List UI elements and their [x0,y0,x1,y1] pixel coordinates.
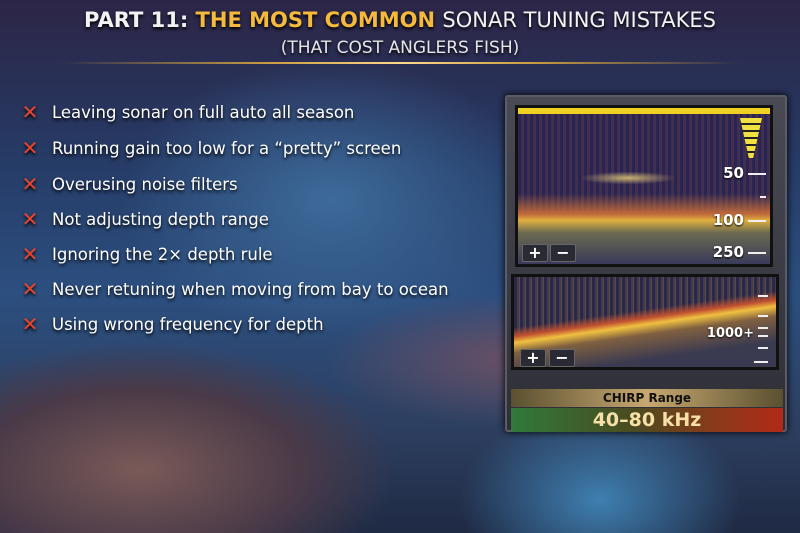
depth-label: 1000+ [706,326,754,341]
depth-label: 250 [712,243,744,261]
x-mark-icon: ✕ [21,312,39,336]
list-item-text: Leaving sonar on full auto all season [52,102,355,122]
transducer-cone-icon [740,118,762,158]
depth-tick [758,347,768,349]
title-prefix: PART 11: [84,8,189,32]
chirp-range-label: CHIRP Range [511,389,783,407]
depth-tick [760,196,766,198]
chirp-range-value: 40–80 kHz [511,408,783,432]
list-item: ✕ Using wrong frequency for depth [20,312,324,336]
x-mark-icon: ✕ [21,207,39,231]
depth-tick [748,252,766,254]
sonar-display: 50 100 250 + − 1000+ + − CHIRP Range 40–… [505,95,787,432]
list-item: ✕ Leaving sonar on full auto all season [20,100,355,124]
list-item-text: Not adjusting depth range [52,209,269,229]
depth-tick [758,295,768,297]
list-item: ✕ Running gain too low for a “pretty” scr… [20,136,402,160]
list-item: ✕ Ignoring the 2× depth rule [20,242,273,266]
x-mark-icon: ✕ [21,100,39,124]
list-item: ✕ Overusing noise filters [20,172,238,196]
depth-tick [748,173,766,175]
depth-tick [754,361,768,363]
depth-tick [758,335,768,337]
depth-tick [758,327,768,329]
list-item-text: Overusing noise filters [52,174,238,194]
depth-label: 100 [712,211,744,229]
list-item-text: Using wrong frequency for depth [52,314,324,334]
zoom-out-button[interactable]: − [550,244,576,262]
list-item-text: Never retuning when moving from bay to o… [52,279,449,299]
subtitle: (THAT COST ANGLERS FISH) [280,38,520,58]
zoom-in-button[interactable]: + [520,349,546,367]
page-title: PART 11: THE MOST COMMON SONAR TUNING MI… [0,8,800,32]
title-highlight: THE MOST COMMON [195,8,436,32]
depth-tick [758,315,768,317]
sonar-screen-bottom: 1000+ + − [511,274,779,370]
x-mark-icon: ✕ [21,136,39,160]
divider [60,62,740,64]
x-mark-icon: ✕ [21,242,39,266]
zoom-out-button[interactable]: − [549,349,575,367]
sonar-screen-top: 50 100 250 + − [515,105,773,267]
list-item: ✕ Not adjusting depth range [20,207,269,231]
list-item-text: Ignoring the 2× depth rule [52,244,273,264]
depth-tick [748,220,766,222]
x-mark-icon: ✕ [21,172,39,196]
depth-label: 50 [723,164,744,182]
title-suffix: SONAR TUNING MISTAKES [442,8,716,32]
x-mark-icon: ✕ [21,277,39,301]
list-item-text: Running gain too low for a “pretty” scre… [52,138,402,158]
list-item: ✕ Never retuning when moving from bay to … [20,277,449,301]
zoom-in-button[interactable]: + [522,244,548,262]
